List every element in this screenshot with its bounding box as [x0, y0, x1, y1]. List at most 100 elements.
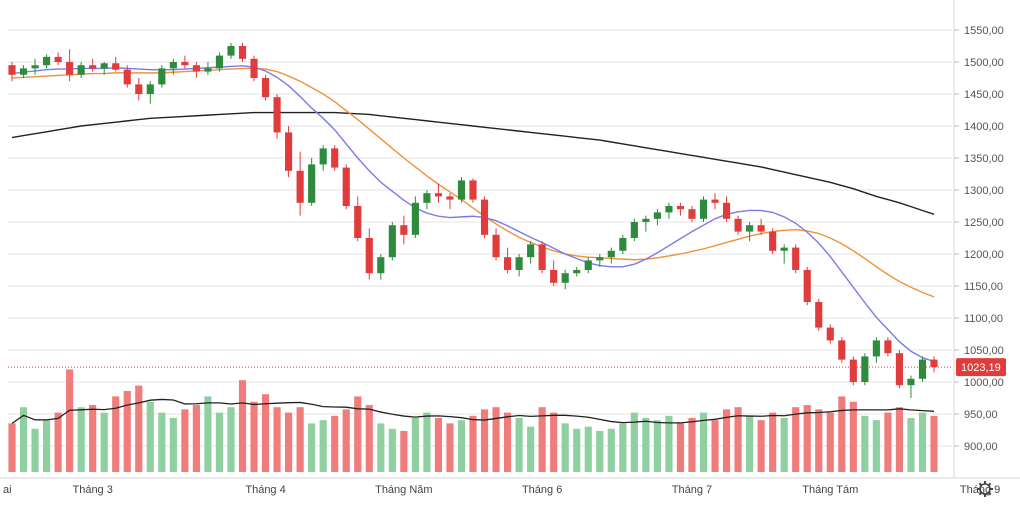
candle[interactable]: [446, 193, 454, 210]
candle[interactable]: [434, 183, 442, 203]
candle[interactable]: [377, 254, 385, 280]
volume-bar: [642, 418, 650, 472]
candle-body: [826, 327, 834, 341]
candle[interactable]: [803, 266, 811, 306]
candle[interactable]: [838, 337, 846, 363]
candle[interactable]: [619, 234, 627, 254]
candle[interactable]: [192, 62, 200, 78]
candle[interactable]: [331, 145, 339, 171]
candle[interactable]: [388, 222, 396, 261]
candle[interactable]: [19, 65, 28, 78]
candle[interactable]: [319, 145, 327, 171]
candle[interactable]: [607, 247, 615, 264]
candle[interactable]: [31, 58, 39, 75]
candle[interactable]: [861, 353, 869, 386]
candle[interactable]: [285, 126, 293, 178]
candle[interactable]: [146, 81, 154, 104]
candle[interactable]: [515, 254, 523, 277]
volume-bar: [158, 412, 166, 472]
volume-bar: [480, 409, 489, 472]
candle[interactable]: [584, 257, 592, 274]
candle[interactable]: [43, 54, 51, 69]
candle[interactable]: [181, 55, 189, 69]
candle[interactable]: [89, 58, 97, 72]
candle[interactable]: [261, 74, 270, 101]
candle-body: [238, 46, 247, 59]
candle[interactable]: [573, 266, 581, 277]
candle[interactable]: [561, 270, 569, 290]
candle[interactable]: [746, 222, 754, 242]
candle[interactable]: [457, 177, 466, 203]
candle[interactable]: [77, 62, 85, 78]
candle[interactable]: [688, 206, 696, 222]
candle[interactable]: [918, 356, 927, 382]
candle[interactable]: [642, 215, 650, 232]
candle[interactable]: [54, 52, 62, 66]
candle[interactable]: [8, 62, 16, 82]
volume-bar: [504, 412, 512, 472]
candle[interactable]: [492, 228, 500, 261]
candle[interactable]: [676, 202, 685, 216]
candle-body: [89, 65, 97, 69]
candle[interactable]: [884, 337, 892, 357]
candle[interactable]: [273, 94, 281, 139]
candle[interactable]: [227, 42, 235, 59]
candle[interactable]: [653, 209, 661, 226]
candle-body: [918, 359, 927, 379]
x-tick-label: Tháng Tám: [802, 484, 858, 496]
candle[interactable]: [112, 56, 120, 72]
volume-bar: [54, 412, 62, 472]
candle[interactable]: [158, 65, 166, 88]
candle[interactable]: [238, 42, 247, 62]
candle[interactable]: [504, 247, 512, 274]
candle[interactable]: [711, 193, 719, 210]
candle[interactable]: [400, 215, 408, 245]
settings-gear-icon[interactable]: [977, 481, 993, 497]
candle[interactable]: [342, 164, 350, 210]
candle[interactable]: [769, 228, 777, 254]
volume-bar: [400, 430, 408, 472]
candle[interactable]: [596, 254, 604, 267]
candle[interactable]: [792, 244, 800, 274]
candle[interactable]: [538, 241, 546, 274]
candle[interactable]: [849, 356, 857, 386]
candle[interactable]: [480, 196, 489, 238]
candle[interactable]: [930, 356, 938, 373]
candle[interactable]: [411, 196, 419, 238]
candle[interactable]: [169, 58, 177, 75]
candle[interactable]: [907, 375, 915, 398]
candle[interactable]: [872, 337, 880, 363]
candle[interactable]: [757, 218, 765, 235]
candle[interactable]: [135, 78, 143, 101]
candle[interactable]: [354, 196, 362, 242]
volume-bar: [192, 405, 200, 472]
candle[interactable]: [734, 215, 742, 235]
candle[interactable]: [423, 190, 431, 210]
last-price-tag: 1023,19: [956, 358, 1006, 377]
candle[interactable]: [780, 244, 788, 264]
candle[interactable]: [215, 52, 224, 72]
candle[interactable]: [365, 228, 373, 280]
candle[interactable]: [895, 350, 903, 389]
candle[interactable]: [469, 178, 477, 203]
candle[interactable]: [308, 158, 316, 206]
candle[interactable]: [826, 324, 834, 344]
candle[interactable]: [100, 62, 108, 75]
candle[interactable]: [699, 196, 708, 222]
candle[interactable]: [123, 65, 131, 88]
candle[interactable]: [204, 62, 212, 75]
candle[interactable]: [722, 196, 731, 222]
candle-body: [780, 247, 788, 251]
volume-bar: [746, 415, 754, 472]
candle[interactable]: [66, 49, 74, 82]
candle[interactable]: [296, 151, 304, 216]
candle[interactable]: [250, 55, 258, 82]
y-tick-label: 1100,00: [964, 313, 1003, 325]
candle[interactable]: [815, 298, 823, 331]
candle[interactable]: [630, 218, 638, 242]
candle[interactable]: [550, 260, 558, 286]
volume-bar: [469, 415, 477, 472]
candle[interactable]: [527, 241, 535, 264]
candle[interactable]: [665, 202, 673, 219]
